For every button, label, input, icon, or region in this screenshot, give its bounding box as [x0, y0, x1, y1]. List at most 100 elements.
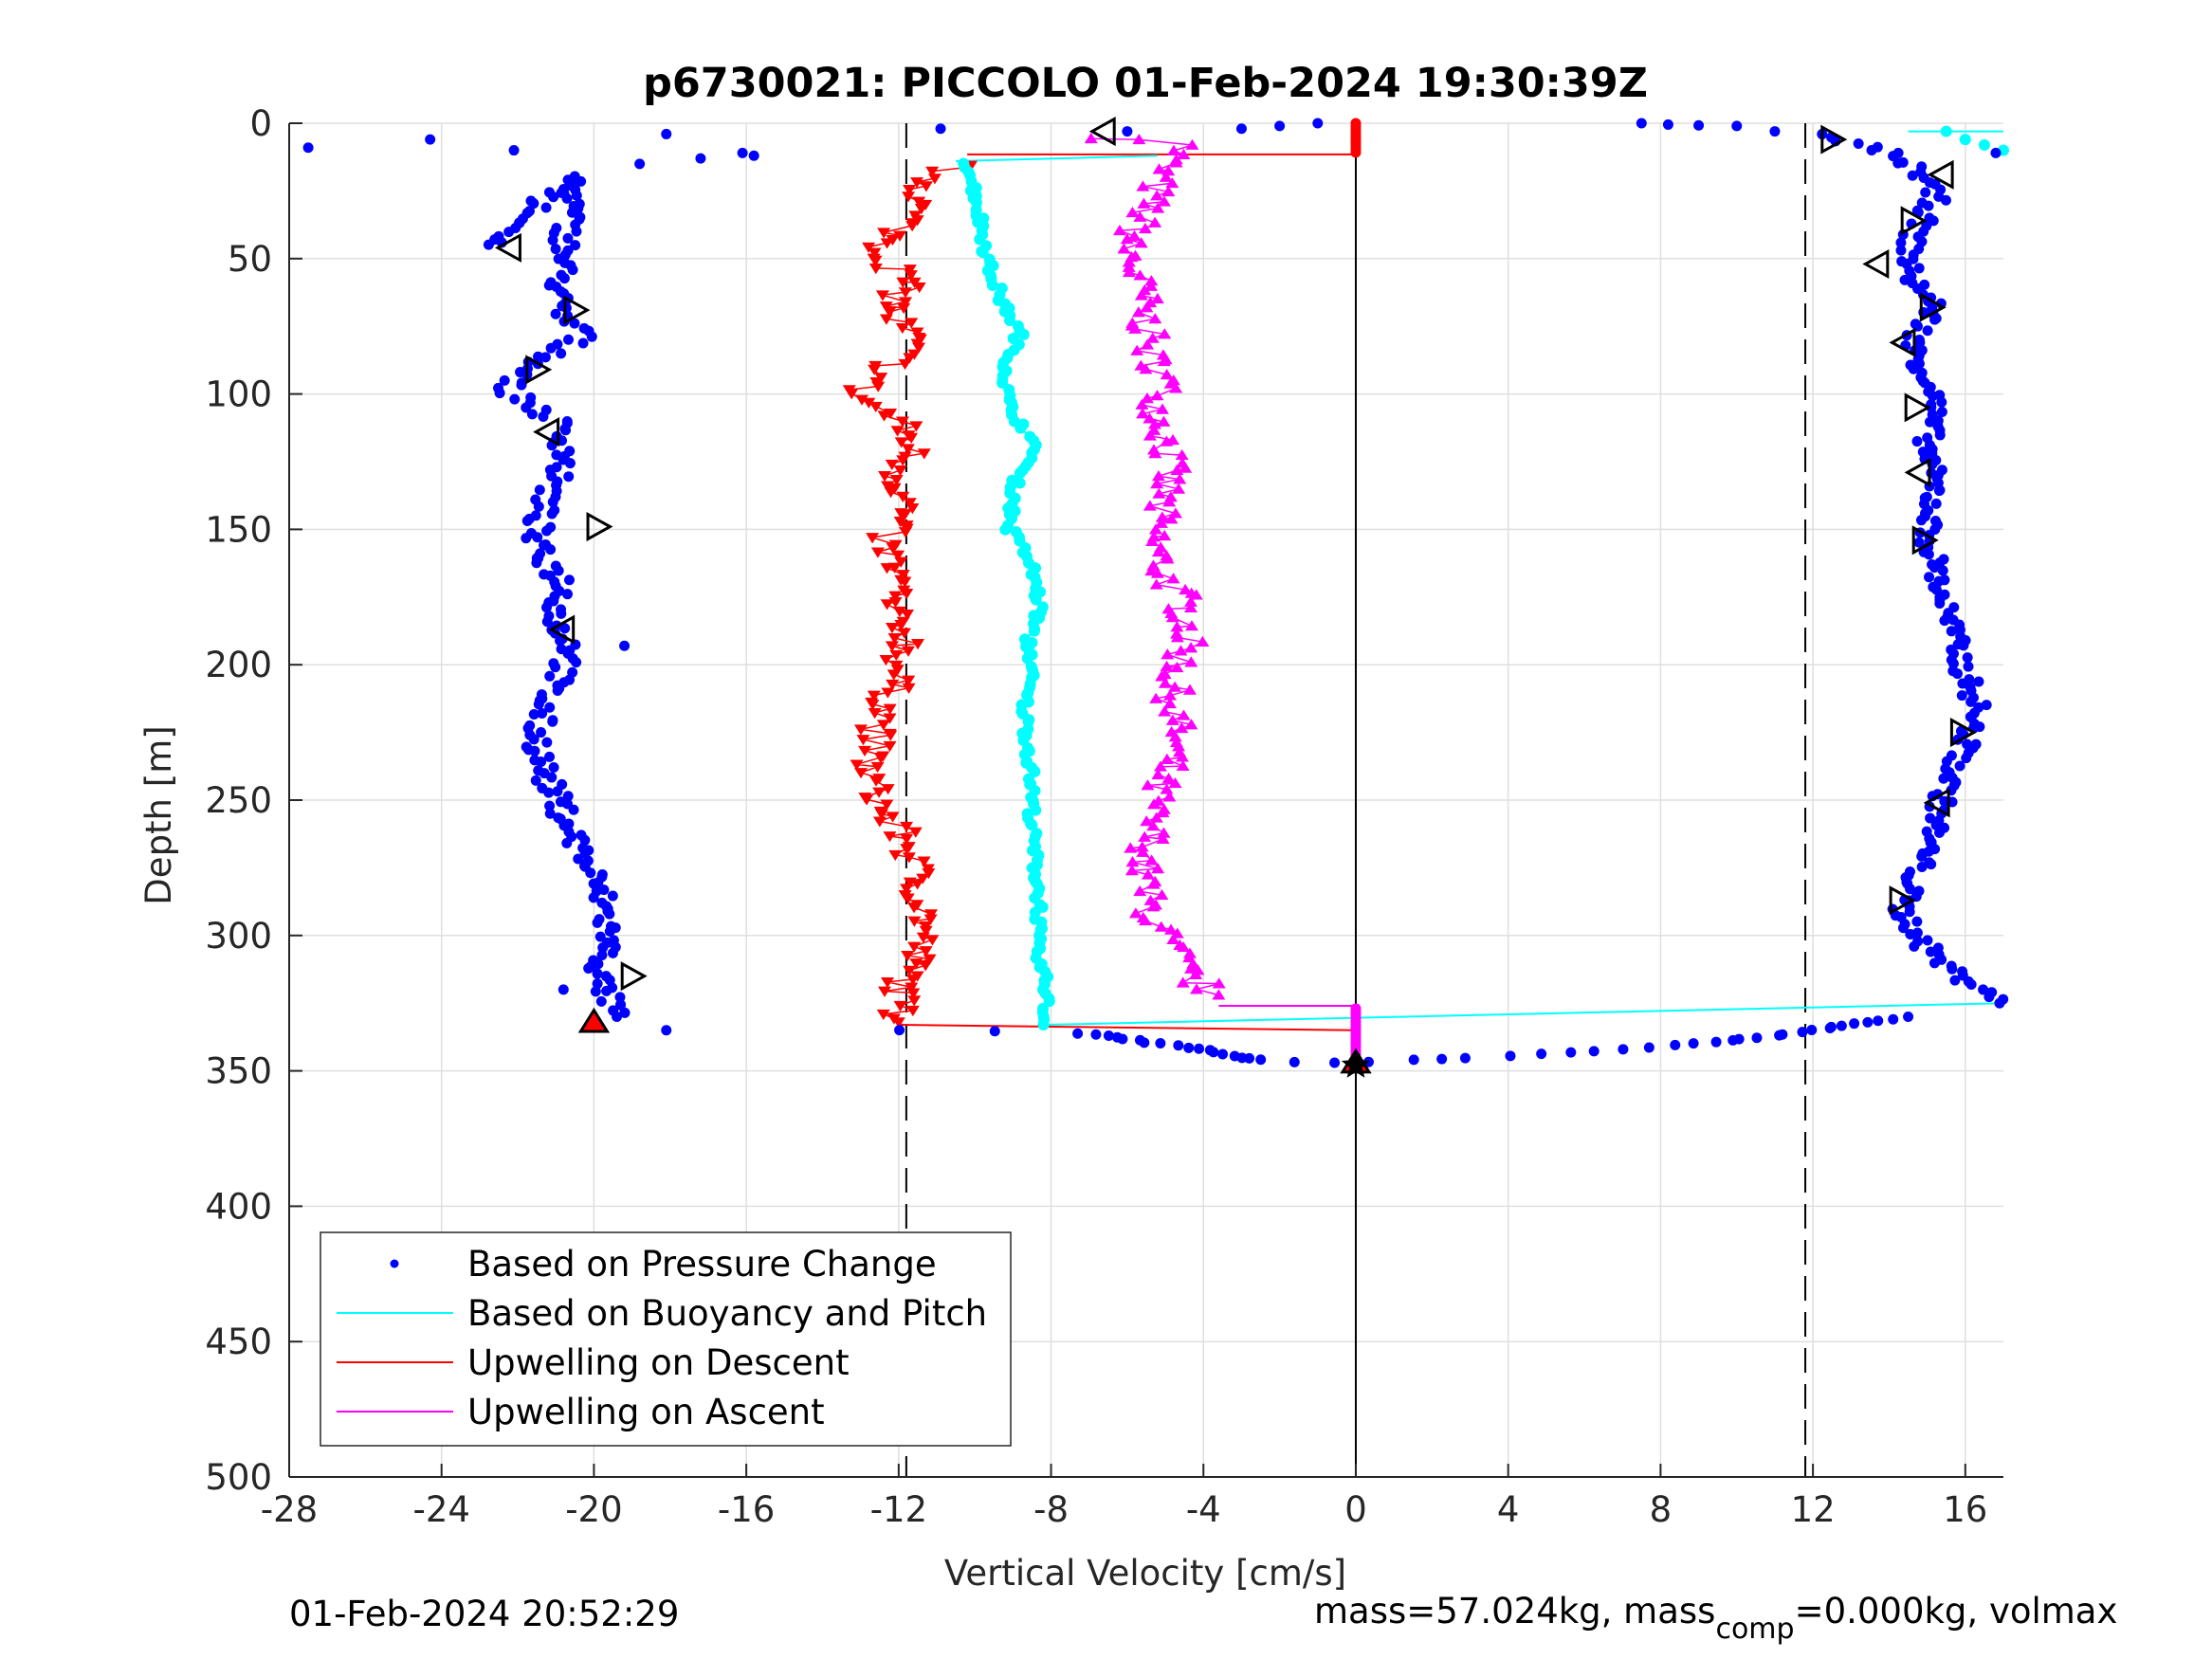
ascent-upwelling-point [1141, 868, 1155, 880]
open-triangle-marker [1904, 457, 1931, 487]
pressure-change-point [534, 484, 545, 496]
descent-upwelling-point [887, 633, 902, 645]
open-triangle-marker [1820, 124, 1848, 155]
ascent-upwelling-point [1196, 635, 1210, 647]
descent-upwelling-point [900, 844, 914, 855]
descent-upwelling-point [868, 247, 882, 259]
open-triangle-marker [1923, 788, 1950, 818]
pressure-change-point [1892, 157, 1904, 169]
descent-upwelling-point [907, 916, 922, 927]
pressure-change-point [1990, 147, 2002, 158]
pressure-change-point [540, 202, 552, 213]
ascent-upwelling-point [1150, 190, 1164, 201]
descent-upwelling-point [895, 322, 909, 335]
pressure-change-point [543, 187, 555, 198]
descent-upwelling-point [876, 1009, 890, 1021]
pressure-change-point [550, 244, 561, 255]
pressure-change-point [612, 1011, 623, 1022]
descent-upwelling-point [853, 724, 868, 736]
descent-upwelling-point [877, 986, 891, 997]
descent-upwelling-point [878, 470, 892, 483]
descent-upwelling-point [868, 401, 883, 413]
pressure-change-point [538, 410, 549, 422]
pressure-change-point [509, 393, 521, 405]
pressure-change-point [548, 761, 559, 773]
y-tick-label: 300 [205, 916, 272, 957]
ascent-upwelling-point [1150, 292, 1164, 304]
ascent-upwelling-point [1148, 216, 1162, 228]
pressure-change-point [1849, 1018, 1860, 1030]
descent-upwelling-point [881, 784, 895, 795]
buoyancy-pitch-point [1959, 134, 1971, 146]
pressure-change-point [547, 716, 558, 727]
pressure-change-point [546, 508, 558, 520]
pressure-change-point [1853, 138, 1864, 150]
pressure-change-point [1693, 119, 1705, 131]
descent-upwelling-point [845, 389, 859, 400]
x-tick-label: 16 [1943, 1489, 1987, 1530]
ascent-upwelling-point [1177, 148, 1191, 159]
open-triangle-marker [548, 614, 576, 645]
pressure-change-point [1934, 827, 1946, 838]
ascent-upwelling-point [1146, 901, 1161, 912]
ascent-upwelling-point [1148, 447, 1162, 459]
pressure-change-point [597, 942, 609, 954]
pressure-change-point [661, 128, 672, 139]
ascent-upwelling-point [1143, 429, 1157, 441]
descent-upwelling-point [888, 849, 903, 862]
ascent-upwelling-point [1143, 412, 1157, 424]
buoyancy-pitch-point [1014, 467, 1026, 480]
pressure-change-point [1978, 984, 1989, 995]
descent-upwelling-point [903, 264, 917, 276]
descent-upwelling-point [909, 421, 923, 432]
ascent-upwelling-point [1135, 841, 1149, 852]
pressure-change-point [1961, 753, 1972, 764]
pressure-change-point [556, 348, 567, 359]
ascent-upwelling-point [1144, 275, 1159, 286]
ascent-upwelling-point [1144, 280, 1159, 291]
ascent-upwelling-point [1160, 435, 1174, 447]
legend-label: Based on Pressure Change [467, 1244, 937, 1285]
buoyancy-pitch-point [1978, 138, 1990, 151]
pressure-change-point [1916, 861, 1928, 872]
ascent-upwelling-point [1172, 483, 1186, 494]
x-tick-label: -24 [412, 1489, 469, 1530]
descent-upwelling-point [919, 181, 933, 192]
pressure-change-point [561, 589, 573, 600]
pressure-change-point [563, 471, 575, 483]
open-triangle-marker [1900, 206, 1928, 236]
ascent-upwelling-point [1157, 355, 1171, 367]
descent-upwelling-point [880, 599, 894, 611]
pressure-change-point [1565, 1047, 1577, 1058]
ascent-upwelling-point [1125, 856, 1140, 867]
ascent-upwelling-point [1182, 684, 1197, 695]
descent-upwelling-point [904, 270, 918, 282]
descent-upwelling-point [898, 509, 912, 520]
pressure-change-point [592, 917, 603, 928]
pressure-change-point [661, 1025, 672, 1036]
pressure-change-point [545, 342, 557, 354]
descent-upwelling-point [905, 432, 919, 444]
pressure-change-point [601, 985, 612, 996]
descent-upwelling-point [881, 687, 895, 699]
pressure-change-point [493, 230, 504, 242]
pressure-change-point [1914, 337, 1926, 348]
pressure-change-point [1090, 1029, 1102, 1040]
y-tick-label: 500 [205, 1457, 272, 1498]
pressure-change-point [571, 657, 582, 668]
pressure-change-point [1208, 1047, 1219, 1058]
pressure-change-point [1643, 1042, 1654, 1053]
pressure-change-point [1925, 946, 1936, 957]
ascent-upwelling-point [1154, 921, 1168, 932]
ascent-upwelling-point [1161, 648, 1175, 660]
buoyancy-pitch-point [1030, 593, 1042, 606]
pressure-change-point [989, 1026, 1000, 1037]
ascent-upwelling-point [1176, 759, 1190, 771]
descent-upwelling-point [927, 173, 941, 185]
pressure-change-point [1873, 1015, 1884, 1027]
descent-upwelling-point [866, 533, 880, 544]
pressure-change-point [594, 931, 606, 942]
open-triangle-marker [1949, 718, 1977, 748]
ascent-upwelling-point [1212, 977, 1226, 989]
